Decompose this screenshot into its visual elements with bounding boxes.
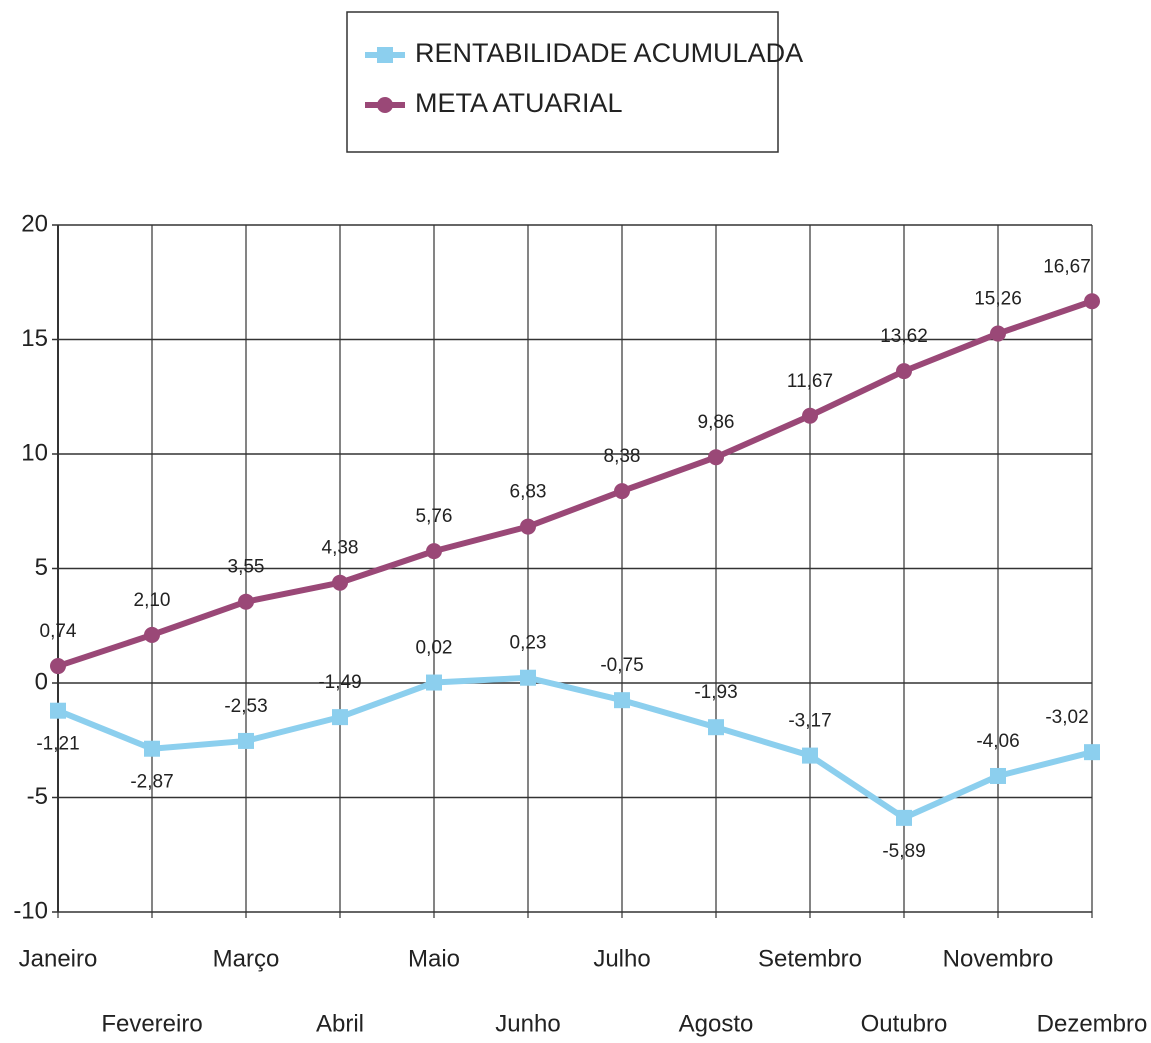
point-marker [238,732,254,749]
x-tick-label: Março [213,945,280,972]
point-marker [990,767,1006,784]
data-label: 9,86 [698,412,735,433]
x-tick-label: Outubro [861,1010,948,1037]
point-marker [1084,293,1100,310]
data-label: 15,26 [974,289,1022,310]
data-label: 4,38 [322,538,359,559]
data-label: 3,55 [228,557,265,578]
data-label: -2,53 [224,696,267,717]
point-marker [332,574,348,591]
point-marker [377,97,393,113]
point-marker [520,669,536,686]
point-marker [896,809,912,826]
data-label: 16,67 [1043,256,1091,277]
data-label: -2,87 [130,772,173,793]
data-label: 5,76 [416,506,453,527]
data-label: -1,21 [36,734,79,755]
data-label: 0,23 [510,633,547,654]
point-marker [377,47,393,63]
series-line [56,674,1093,821]
point-marker [708,719,724,736]
x-tick-label: Novembro [943,945,1054,972]
point-marker [332,709,348,726]
data-label: -3,02 [1045,707,1088,728]
point-marker [238,593,254,610]
x-tick-label: Setembro [758,945,862,972]
point-marker [990,325,1006,342]
x-tick-label: Abril [316,1010,364,1037]
point-marker [708,449,724,466]
point-marker [520,518,536,535]
data-label: 13,62 [880,326,928,347]
point-marker [896,363,912,380]
x-tick-label: Janeiro [19,945,98,972]
y-tick-label: -5 [27,783,48,810]
data-label: 0,74 [40,621,77,642]
point-marker [426,543,442,560]
y-tick-label: 5 [35,554,48,581]
point-marker [144,626,160,643]
data-label: 2,10 [134,590,171,611]
x-tick-label: Fevereiro [101,1010,202,1037]
data-label: -1,93 [694,682,737,703]
x-tick-label: Junho [495,1010,560,1037]
y-tick-label: 0 [35,668,48,695]
point-marker [50,658,66,675]
x-tick-label: Agosto [679,1010,754,1037]
y-tick-label: 20 [21,210,48,237]
series-line [57,298,1093,669]
point-marker [1084,744,1100,761]
point-marker [144,740,160,757]
y-tick-label: 10 [21,439,48,466]
data-label: -0,75 [600,655,643,676]
legend-label: RENTABILIDADE ACUMULADA [415,38,803,68]
data-label: -3,17 [788,711,831,732]
point-marker [802,407,818,424]
y-tick-label: 15 [21,325,48,352]
legend-label: META ATUARIAL [415,88,623,118]
data-label: 8,38 [604,446,641,467]
data-label: 0,02 [416,638,453,659]
point-marker [50,702,66,719]
x-tick-label: Dezembro [1037,1010,1148,1037]
point-marker [614,692,630,709]
data-label: -1,49 [318,672,361,693]
x-tick-label: Maio [408,945,460,972]
y-tick-label: -10 [13,897,48,924]
point-marker [802,747,818,764]
point-marker [426,674,442,691]
data-label: 11,67 [787,371,833,392]
data-label: -5,89 [882,841,925,862]
data-label: 6,83 [510,482,547,503]
x-tick-label: Julho [593,945,650,972]
point-marker [614,483,630,500]
legend-box [346,11,779,153]
data-label: -4,06 [976,731,1019,752]
